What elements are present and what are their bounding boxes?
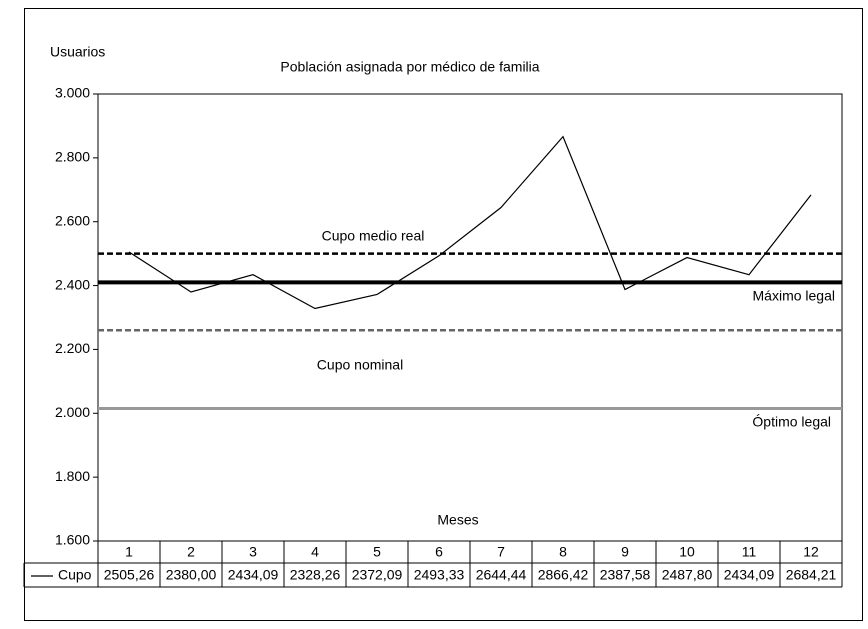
x-tick-label: 6 [435, 544, 443, 560]
y-axis-label: Usuarios [50, 44, 105, 60]
x-tick-label: 7 [497, 544, 505, 560]
x-tick-label: 2 [187, 544, 195, 560]
y-tick-label: 2.600 [55, 212, 90, 228]
y-tick-label: 2.000 [55, 404, 90, 420]
y-tick-label: 2.400 [55, 276, 90, 292]
y-tick-label: 1.800 [55, 468, 90, 484]
reference-label: Óptimo legal [752, 414, 831, 430]
table-value: 2644,44 [476, 567, 527, 583]
y-tick-label: 2.800 [55, 149, 90, 165]
x-tick-label: 11 [742, 544, 757, 560]
x-tick-label: 12 [803, 544, 819, 560]
x-tick-label: 5 [373, 544, 381, 560]
y-tick-label: 1.600 [55, 532, 90, 548]
table-value: 2328,26 [290, 567, 341, 583]
table-value: 2493,33 [414, 567, 465, 583]
reference-label: Cupo medio real [322, 228, 425, 244]
frame [24, 8, 863, 621]
chart-title: Población asignada por médico de familia [280, 59, 539, 75]
x-tick-label: 8 [559, 544, 567, 560]
x-tick-label: 9 [621, 544, 629, 560]
plot-area [97, 93, 843, 542]
data-line [128, 135, 812, 310]
table-value: 2684,21 [786, 567, 837, 583]
y-tick-label: 2.200 [55, 340, 90, 356]
y-tick-label: 3.000 [55, 85, 90, 101]
table-value: 2434,09 [228, 567, 279, 583]
x-tick-label: 1 [125, 544, 133, 560]
table-value: 2434,09 [724, 567, 775, 583]
reference-label: Máximo legal [753, 288, 835, 304]
x-tick-label: 4 [311, 544, 319, 560]
x-tick-label: 10 [679, 544, 695, 560]
x-tick-label: 3 [249, 544, 257, 560]
x-axis-label: Meses [437, 512, 478, 528]
table-value: 2372,09 [352, 567, 403, 583]
reference-label: Cupo nominal [317, 357, 403, 373]
legend-label: Cupo [58, 567, 92, 583]
table-value: 2866,42 [538, 567, 589, 583]
table-value: 2505,26 [104, 567, 155, 583]
table-value: 2487,80 [662, 567, 713, 583]
table-value: 2380,00 [166, 567, 217, 583]
table-value: 2387,58 [600, 567, 651, 583]
